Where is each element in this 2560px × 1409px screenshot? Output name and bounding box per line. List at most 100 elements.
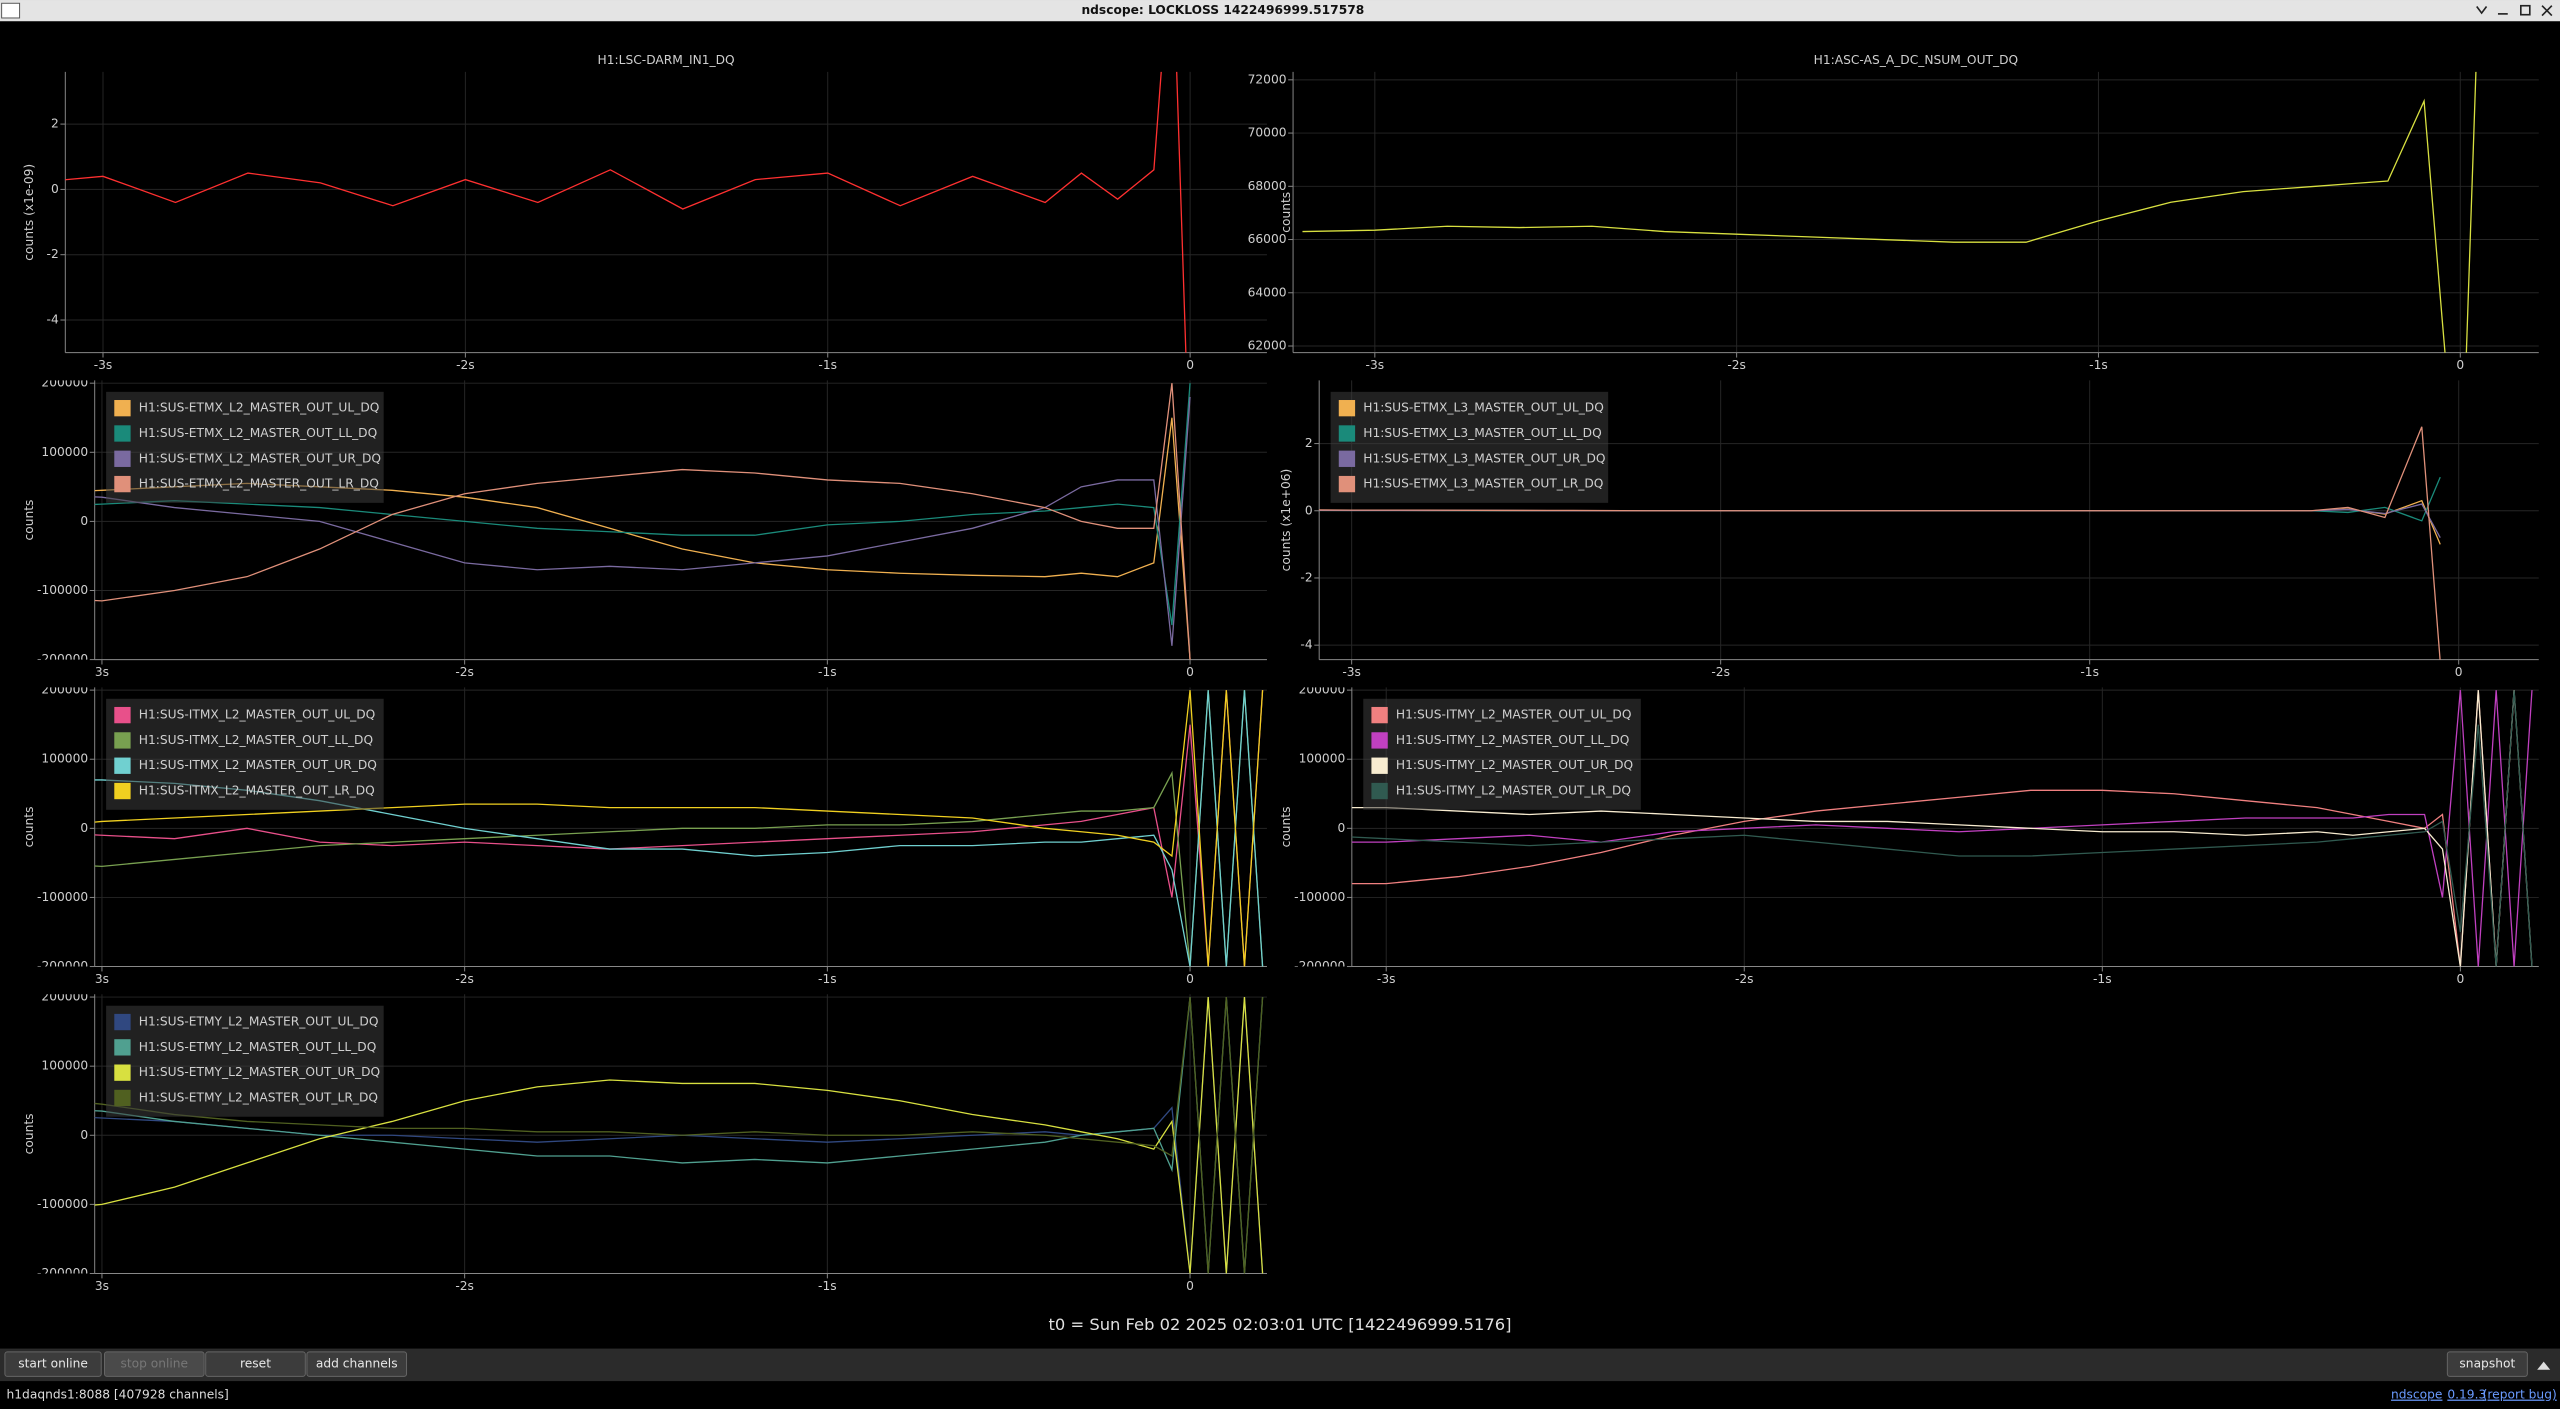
y-tick-label: 68000	[1248, 179, 1287, 193]
y-tick-label: -100000	[37, 890, 88, 904]
toolbar-button[interactable]: stop online	[104, 1351, 205, 1377]
y-tick-label: -100000	[37, 583, 88, 597]
y-tick-label: 62000	[1248, 339, 1287, 353]
legend-label: H1:SUS-ETMX_L2_MASTER_OUT_LL_DQ	[139, 426, 377, 440]
legend-label: H1:SUS-ITMX_L2_MASTER_OUT_UR_DQ	[139, 758, 377, 772]
legend-box	[1363, 698, 1641, 810]
y-tick-label: 100000	[41, 752, 88, 766]
button-face[interactable]	[205, 1351, 306, 1377]
legend-swatch	[114, 1013, 131, 1031]
x-tick-label: -2s	[456, 358, 475, 372]
legend-swatch	[1371, 732, 1388, 749]
button-label[interactable]: stop online	[120, 1357, 188, 1371]
toolbar-button[interactable]: reset	[205, 1351, 306, 1377]
trace	[1302, 71, 2477, 353]
close-button[interactable]	[2541, 5, 2553, 17]
legend-swatch	[114, 400, 131, 417]
y-tick-label: -4	[47, 313, 59, 327]
legend-swatch	[114, 1039, 131, 1056]
x-tick-label: -1s	[818, 358, 837, 372]
collapse-button[interactable]	[2476, 6, 2488, 15]
legend-swatch	[114, 1064, 131, 1081]
y-tick-label: 2	[51, 117, 59, 131]
button-label[interactable]: start online	[18, 1357, 88, 1371]
y-axis-label: counts	[22, 500, 36, 541]
x-tick-label: -3s	[1377, 972, 1396, 986]
time-label: t0 = Sun Feb 02 2025 02:03:01 UTC [14224…	[1049, 1315, 1512, 1334]
y-tick-label: 64000	[1248, 285, 1287, 299]
maximize-button[interactable]	[2520, 4, 2531, 16]
legend: H1:SUS-ITMY_L2_MASTER_OUT_UL_DQ H1:SUS-IT…	[1363, 698, 1641, 810]
toolbar-button[interactable]: add channels	[306, 1351, 408, 1377]
x-tick-label: 3s	[95, 972, 109, 986]
legend-label: H1:SUS-ETMY_L2_MASTER_OUT_UL_DQ	[139, 1015, 379, 1029]
button-face[interactable]	[4, 1351, 102, 1377]
traces	[65, 71, 1187, 353]
y-tick-label: 0	[1305, 503, 1313, 517]
x-tick-label: -2s	[1711, 665, 1730, 679]
y-tick-label: 200000	[1299, 683, 1346, 697]
button-face[interactable]	[2446, 1351, 2528, 1377]
y-axis-label: counts (x1e+06)	[1279, 469, 1293, 572]
y-tick-label: -200000	[37, 652, 88, 666]
trace	[94, 396, 1191, 646]
expand-arrow[interactable]	[2537, 1361, 2551, 1370]
snapshot-button[interactable]: snapshot	[2446, 1351, 2528, 1377]
x-tick-label: 0	[1186, 972, 1194, 986]
x-tick-label: 0	[1186, 358, 1194, 372]
version-link[interactable]: 0.19.3	[2447, 1388, 2486, 1402]
y-tick-label: 100000	[41, 445, 88, 459]
y-tick-label: -100000	[37, 1197, 88, 1211]
legend-label: H1:SUS-ETMX_L3_MASTER_OUT_UR_DQ	[1363, 451, 1605, 465]
x-tick-label: -2s	[1735, 972, 1754, 986]
report-link[interactable]: (report bug)	[2483, 1388, 2557, 1402]
y-tick-label: 70000	[1248, 126, 1287, 140]
toolbar-button[interactable]: start online	[4, 1351, 102, 1377]
legend-swatch	[1338, 400, 1356, 417]
legend-label: H1:SUS-ITMX_L2_MASTER_OUT_LR_DQ	[139, 784, 375, 798]
legend-swatch	[1338, 450, 1356, 467]
button-face[interactable]	[104, 1351, 205, 1377]
button-label[interactable]: snapshot	[2459, 1357, 2515, 1371]
legend-label: H1:SUS-ETMY_L2_MASTER_OUT_UR_DQ	[139, 1065, 380, 1079]
legend-swatch	[1371, 757, 1388, 774]
y-tick-label: 200000	[41, 683, 88, 697]
window-controls[interactable]	[2476, 4, 2553, 17]
y-tick-label: 0	[80, 821, 88, 835]
legend-label: H1:SUS-ETMX_L2_MASTER_OUT_LR_DQ	[139, 477, 379, 491]
plot: counts 3s -2s -1s 0 200000 100000 0 -100000 -2000…	[22, 683, 1267, 986]
legend: H1:SUS-ITMX_L2_MASTER_OUT_UL_DQ H1:SUS-IT…	[106, 698, 384, 810]
legend-swatch	[114, 782, 131, 800]
x-tick-label: -2s	[455, 1279, 474, 1293]
legend-swatch	[114, 425, 131, 442]
y-axis-label: counts	[1279, 806, 1293, 847]
x-tick-label: -3s	[94, 358, 113, 372]
button-label[interactable]: reset	[240, 1357, 271, 1371]
window-title: ndscope: LOCKLOSS 1422496999.517578	[1081, 3, 1364, 17]
button-face[interactable]	[306, 1351, 408, 1377]
y-tick-label: 200000	[41, 990, 88, 1004]
traces	[1319, 426, 2441, 660]
y-tick-label: -200000	[37, 959, 88, 973]
x-tick-label: 3s	[95, 665, 109, 679]
plot-title: H1:LSC-DARM_IN1_DQ	[598, 53, 735, 67]
trace	[65, 71, 1187, 353]
y-tick-label: -200000	[37, 1266, 88, 1280]
trace	[1319, 426, 2441, 660]
y-tick-label: -2	[1300, 570, 1312, 584]
legend-label: H1:SUS-ETMX_L3_MASTER_OUT_LL_DQ	[1363, 426, 1601, 440]
y-tick-label: 0	[51, 182, 59, 196]
legend: H1:SUS-ETMX_L2_MASTER_OUT_UL_DQ H1:SUS-ET…	[106, 391, 384, 503]
legend-label: H1:SUS-ETMX_L2_MASTER_OUT_UL_DQ	[139, 401, 380, 415]
legend-label: H1:SUS-ETMY_L2_MASTER_OUT_LL_DQ	[139, 1040, 377, 1054]
y-tick-label: 2	[1305, 436, 1313, 450]
x-tick-label: 0	[1186, 665, 1194, 679]
app-link[interactable]: ndscope	[2391, 1388, 2442, 1402]
button-label[interactable]: add channels	[316, 1357, 398, 1371]
legend-label: H1:SUS-ITMY_L2_MASTER_OUT_LL_DQ	[1396, 733, 1629, 747]
legend-swatch	[114, 706, 131, 724]
window-icon	[1, 2, 21, 19]
